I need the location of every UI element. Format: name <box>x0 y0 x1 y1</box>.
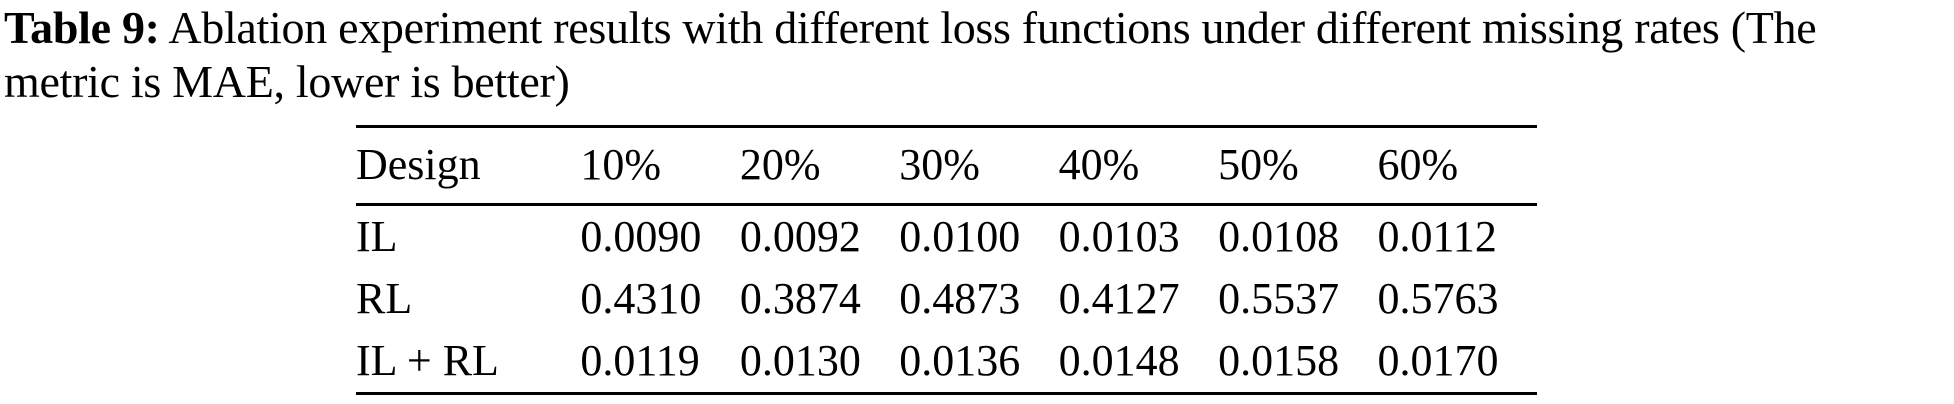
results-table-container: Design 10% 20% 30% 40% 50% 60% IL 0.0090… <box>356 125 1537 395</box>
cell-value: 0.5763 <box>1377 274 1499 323</box>
col-header-10pct: 10% <box>580 126 740 206</box>
col-header-20pct: 20% <box>739 126 900 206</box>
cell-value: 0.0103 <box>1058 212 1180 261</box>
cell-value: 0.0119 <box>580 336 700 385</box>
cell-value: 0.0158 <box>1218 336 1340 385</box>
col-header-50pct: 50% <box>1218 126 1378 206</box>
cell-value: 0.0100 <box>899 212 1021 261</box>
cell-value: 0.0112 <box>1377 212 1497 261</box>
cell-value: 0.0148 <box>1058 336 1180 385</box>
caption-line-2: metric is MAE, lower is better) <box>4 56 570 107</box>
table-caption: Table 9: Ablation experiment results wit… <box>4 1 1817 109</box>
col-header-design: Design <box>356 126 581 206</box>
cell-value: 0.4310 <box>580 274 702 323</box>
cell-value: 0.0108 <box>1218 212 1340 261</box>
results-table: Design 10% 20% 30% 40% 50% 60% IL 0.0090… <box>356 125 1537 395</box>
row-label: IL <box>356 212 398 261</box>
cell-value: 0.4873 <box>899 274 1021 323</box>
cell-value: 0.0090 <box>580 212 702 261</box>
col-header-40pct: 40% <box>1058 126 1219 206</box>
row-label: RL <box>356 274 413 323</box>
cell-value: 0.0136 <box>899 336 1021 385</box>
caption-line-1-text: Ablation experiment results with differe… <box>159 2 1817 53</box>
caption-line-1: Table 9: Ablation experiment results wit… <box>4 1 1817 55</box>
table-row-il-rl: IL + RL 0.0119 0.0130 0.0136 0.0148 0.01… <box>356 330 1537 394</box>
cell-value: 0.0092 <box>739 212 861 261</box>
cell-value: 0.0130 <box>739 336 861 385</box>
caption-label: Table 9: <box>4 2 160 53</box>
cell-value: 0.5537 <box>1218 274 1340 323</box>
table-row-il: IL 0.0090 0.0092 0.0100 0.0103 0.0108 0.… <box>356 205 1537 269</box>
row-label: IL + RL <box>356 336 499 385</box>
cell-value: 0.4127 <box>1058 274 1180 323</box>
col-header-60pct: 60% <box>1377 126 1537 206</box>
cell-value: 0.0170 <box>1377 336 1499 385</box>
col-header-30pct: 30% <box>899 126 1059 206</box>
header-row: Design 10% 20% 30% 40% 50% 60% <box>356 126 1537 206</box>
table-row-rl: RL 0.4310 0.3874 0.4873 0.4127 0.5537 0.… <box>356 268 1537 330</box>
cell-value: 0.3874 <box>739 274 861 323</box>
